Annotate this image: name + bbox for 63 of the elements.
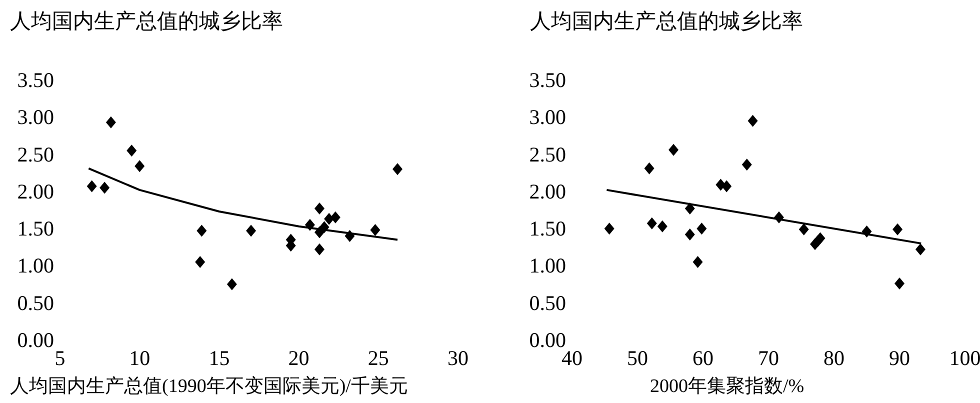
y-tick-label: 1.50 [17, 216, 54, 241]
y-tick-label: 1.00 [529, 254, 566, 278]
x-axis-title: 2000年集聚指数/% [650, 376, 804, 397]
point [798, 223, 809, 236]
y-tick-label: 3.50 [17, 68, 54, 92]
y-tick-label: 2.50 [17, 142, 54, 166]
point [134, 160, 145, 172]
x-tick-label: 20 [288, 346, 310, 370]
line-series [88, 167, 399, 241]
y-tick-label: 0.00 [17, 328, 54, 352]
point [246, 224, 256, 237]
point [604, 222, 614, 235]
y-tick-label: 2.50 [529, 142, 566, 166]
x-tick-label: 70 [758, 346, 779, 370]
point [196, 224, 207, 237]
y-axis-title: 人均国内生产总值的城乡比率 [530, 9, 803, 33]
point [314, 202, 324, 215]
y-tick-label: 2.00 [529, 179, 566, 204]
point [106, 116, 116, 128]
x-tick-label: 5 [54, 346, 66, 370]
point [892, 223, 903, 236]
y-tick-label: 3.00 [17, 105, 54, 130]
point [314, 243, 324, 256]
point [815, 232, 826, 244]
point [915, 243, 926, 256]
x-tick-label: 80 [824, 346, 844, 370]
point [392, 163, 403, 176]
x-tick-label: 10 [129, 346, 150, 370]
point [646, 217, 657, 230]
x-tick-label: 15 [208, 346, 230, 370]
point [126, 144, 137, 157]
x-tick-label: 50 [627, 346, 648, 370]
point [692, 256, 703, 268]
y-tick-label: 1.50 [529, 216, 566, 241]
point [668, 144, 679, 156]
y-tick-label: 0.50 [529, 290, 566, 315]
y-tick-label: 0.50 [17, 290, 54, 315]
point [684, 202, 695, 215]
point [722, 180, 732, 192]
point [742, 158, 752, 171]
point [748, 114, 758, 127]
point [86, 180, 97, 192]
y-tick-label: 3.00 [529, 105, 566, 130]
point [195, 256, 206, 268]
y-tick-label: 1.00 [17, 254, 54, 278]
y-axis-title: 人均国内生产总值的城乡比率 [10, 9, 283, 33]
x-tick-label: 100 [949, 346, 980, 370]
y-tick-label: 2.00 [17, 179, 54, 204]
point [657, 220, 668, 232]
point [894, 278, 904, 290]
y-tick-label: 3.50 [529, 68, 566, 92]
point [330, 211, 340, 224]
point [370, 224, 380, 236]
point [644, 162, 654, 174]
point [226, 278, 237, 290]
x-tick-label: 60 [692, 346, 714, 370]
point [684, 228, 695, 241]
x-axis-title: 人均国内生产总值(1990年不变国际美元)/千美元 [10, 375, 408, 397]
x-tick-label: 25 [368, 346, 389, 370]
x-tick-label: 30 [448, 346, 468, 370]
x-tick-label: 90 [889, 346, 910, 370]
point [696, 222, 707, 235]
point [100, 182, 110, 194]
